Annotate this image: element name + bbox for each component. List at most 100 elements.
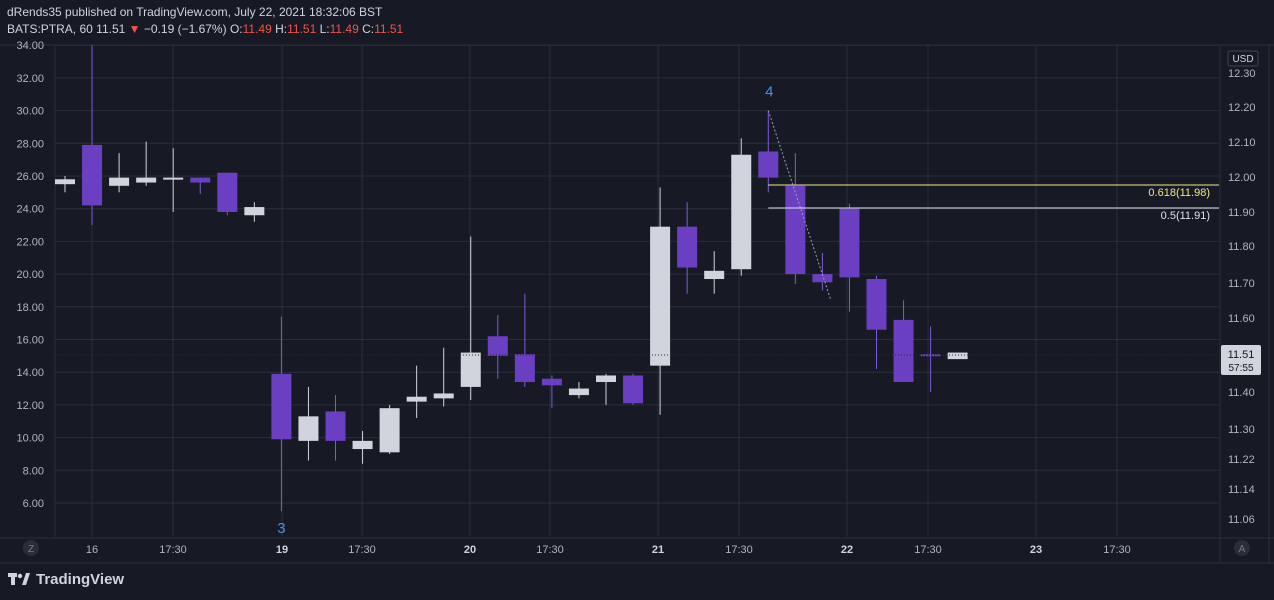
price-change: −0.19 (−1.67%) <box>143 22 227 36</box>
candle-body[interactable] <box>487 336 508 356</box>
left-axis-tick: 8.00 <box>23 465 44 477</box>
low-value: 11.49 <box>329 22 359 36</box>
fib-level-label: 0.5(11.91) <box>1161 210 1210 222</box>
auto-scale-button[interactable] <box>1234 540 1250 556</box>
left-axis-tick: 26.00 <box>16 171 44 183</box>
right-axis-tick: 12.00 <box>1228 172 1256 184</box>
right-axis-tick: 11.30 <box>1228 424 1255 436</box>
high-label: H: <box>275 22 288 36</box>
candle-body[interactable] <box>163 177 184 180</box>
left-axis-tick: 28.00 <box>16 138 44 150</box>
time-axis-tick: 23 <box>1030 544 1042 556</box>
candle-body[interactable] <box>650 226 671 366</box>
candle-body[interactable] <box>623 375 644 404</box>
chart-header: dRends35 published on TradingView.com, J… <box>7 4 403 38</box>
candle-body[interactable] <box>677 226 698 268</box>
candle-body[interactable] <box>190 177 211 183</box>
wave-label: 4 <box>765 84 773 101</box>
candle-body[interactable] <box>731 154 752 270</box>
last-price-tag-value: 11.51 <box>1228 349 1255 361</box>
time-axis-tick: 22 <box>841 544 853 556</box>
close-value: 11.51 <box>374 22 404 36</box>
wave-label: 3 <box>277 520 285 537</box>
close-label: C: <box>362 22 375 36</box>
open-value: 11.49 <box>242 22 272 36</box>
candle-body[interactable] <box>379 408 400 453</box>
time-axis-tick: 16 <box>86 544 98 556</box>
right-axis-tick: 12.20 <box>1228 102 1256 114</box>
candle-body[interactable] <box>596 375 616 383</box>
candle-body[interactable] <box>352 440 373 450</box>
left-axis-tick: 12.00 <box>16 400 44 412</box>
last-price: 11.51 <box>96 22 126 36</box>
candle-body[interactable] <box>136 177 157 183</box>
bar-countdown: 57:55 <box>1228 363 1253 374</box>
fib-level-label: 0.618(11.98) <box>1148 187 1210 199</box>
tradingview-footer: TradingView <box>8 571 124 588</box>
symbol-legend: BATS:PTRA, 60 11.51 ▼ −0.19 (−1.67%) O:1… <box>7 21 403 38</box>
left-axis-tick: 6.00 <box>23 498 44 510</box>
candle-body[interactable] <box>514 354 535 383</box>
left-axis-tick: 18.00 <box>16 302 44 314</box>
candle-body[interactable] <box>271 373 292 440</box>
currency-label: USD <box>1232 54 1253 65</box>
right-axis-tick: 11.80 <box>1228 241 1255 253</box>
wave-trend-line[interactable] <box>767 110 831 299</box>
candle-body[interactable] <box>893 319 914 383</box>
time-axis-tick: 20 <box>464 544 476 556</box>
right-axis-tick: 11.22 <box>1228 454 1255 466</box>
candle-body[interactable] <box>947 352 968 360</box>
candle-body[interactable] <box>55 179 75 185</box>
time-axis-tick: 21 <box>652 544 664 556</box>
left-axis-tick: 34.00 <box>16 40 44 52</box>
zoom-reset-button[interactable] <box>23 540 39 556</box>
candle-body[interactable] <box>325 411 346 441</box>
candle-body[interactable] <box>704 270 725 280</box>
time-axis-tick: 17:30 <box>1103 544 1131 556</box>
candle-body[interactable] <box>866 279 887 330</box>
candle-body[interactable] <box>109 177 130 186</box>
candle-body[interactable] <box>839 208 860 278</box>
candle-body[interactable] <box>812 274 833 283</box>
tradingview-brand: TradingView <box>36 571 125 588</box>
left-axis-tick: 14.00 <box>16 367 44 379</box>
time-axis-tick: 17:30 <box>725 544 753 556</box>
time-axis-tick: 17:30 <box>536 544 564 556</box>
candle-body[interactable] <box>920 354 941 357</box>
candle-body[interactable] <box>758 151 779 178</box>
last-price-tag[interactable] <box>1221 345 1261 375</box>
candle-body[interactable] <box>785 185 806 275</box>
publish-info: dRends35 published on TradingView.com, J… <box>7 5 383 19</box>
candle-body[interactable] <box>433 393 454 399</box>
time-axis-tick: 17:30 <box>348 544 376 556</box>
symbol-name[interactable]: BATS:PTRA, 60 <box>7 22 93 36</box>
candle-body[interactable] <box>541 378 562 386</box>
right-axis-tick: 11.60 <box>1228 313 1255 325</box>
candle-body[interactable] <box>460 352 481 387</box>
time-axis-tick: 19 <box>276 544 288 556</box>
time-axis-tick: 17:30 <box>914 544 942 556</box>
high-value: 11.51 <box>287 22 317 36</box>
right-axis-tick: 11.90 <box>1228 207 1255 219</box>
right-axis-tick: 11.70 <box>1228 278 1255 290</box>
right-axis-tick: 12.30 <box>1228 68 1256 80</box>
candle-body[interactable] <box>406 396 427 402</box>
candle-body[interactable] <box>568 388 589 396</box>
left-axis-tick: 30.00 <box>16 106 44 118</box>
left-axis-tick: 24.00 <box>16 204 44 216</box>
right-axis-tick: 12.10 <box>1228 137 1256 149</box>
right-axis-tick: 11.06 <box>1228 514 1255 526</box>
axis-corner-right-label: A <box>1239 544 1246 555</box>
tradingview-logo-icon <box>8 572 30 587</box>
candle-body[interactable] <box>244 207 265 216</box>
axis-corner-left-label: Z <box>28 544 34 555</box>
currency-box[interactable] <box>1227 50 1259 67</box>
left-axis-tick: 10.00 <box>16 433 44 445</box>
open-label: O: <box>229 22 243 36</box>
candle-body[interactable] <box>217 172 238 212</box>
right-axis-tick: 11.40 <box>1228 387 1255 399</box>
candle-body[interactable] <box>82 144 103 206</box>
low-label: L: <box>319 22 330 36</box>
candle-body[interactable] <box>298 416 319 441</box>
